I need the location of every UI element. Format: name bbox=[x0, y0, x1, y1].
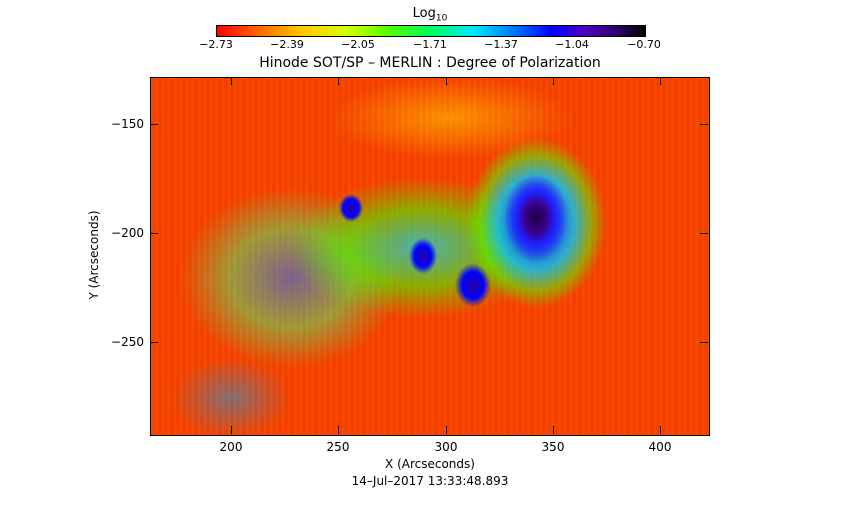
x-tick-mark bbox=[660, 77, 661, 85]
colorbar bbox=[216, 25, 646, 37]
polarization-map-image bbox=[150, 77, 710, 436]
x-tick-label: 300 bbox=[434, 440, 458, 454]
x-tick-mark bbox=[338, 426, 339, 434]
plot-title: Hinode SOT/SP – MERLIN : Degree of Polar… bbox=[259, 55, 601, 71]
colorbar-tick-label: −1.71 bbox=[413, 38, 447, 51]
x-tick-mark bbox=[446, 77, 447, 85]
y-tick-mark bbox=[150, 233, 158, 234]
y-tick-label: −150 bbox=[111, 117, 144, 131]
x-tick-mark bbox=[553, 77, 554, 85]
colorbar-tick-label: −1.37 bbox=[484, 38, 518, 51]
colorbar-title: Log10 bbox=[412, 6, 448, 24]
x-tick-mark bbox=[338, 77, 339, 85]
x-tick-label: 350 bbox=[541, 440, 565, 454]
y-tick-mark bbox=[700, 342, 708, 343]
colorbar-tick-label: −2.73 bbox=[199, 38, 233, 51]
x-tick-label: 250 bbox=[326, 440, 350, 454]
x-tick-mark bbox=[660, 426, 661, 434]
colorbar-tick-label: −0.70 bbox=[627, 38, 661, 51]
colorbar-tick-label: −2.05 bbox=[341, 38, 375, 51]
x-tick-mark bbox=[446, 426, 447, 434]
y-tick-label: −200 bbox=[111, 226, 144, 240]
y-axis-label: Y (Arcseconds) bbox=[87, 210, 101, 300]
colorbar-tick-label: −2.39 bbox=[270, 38, 304, 51]
y-tick-mark bbox=[700, 124, 708, 125]
x-tick-mark bbox=[231, 426, 232, 434]
y-tick-mark bbox=[150, 124, 158, 125]
x-axis-label: X (Arcseconds) bbox=[385, 457, 475, 471]
x-tick-mark bbox=[231, 77, 232, 85]
colorbar-tick-label: −1.04 bbox=[555, 38, 589, 51]
y-tick-mark bbox=[150, 342, 158, 343]
timestamp: 14–Jul–2017 13:33:48.893 bbox=[351, 474, 509, 488]
x-tick-label: 200 bbox=[219, 440, 243, 454]
y-tick-mark bbox=[700, 233, 708, 234]
y-tick-label: −250 bbox=[111, 335, 144, 349]
x-tick-mark bbox=[553, 426, 554, 434]
x-tick-label: 400 bbox=[648, 440, 672, 454]
